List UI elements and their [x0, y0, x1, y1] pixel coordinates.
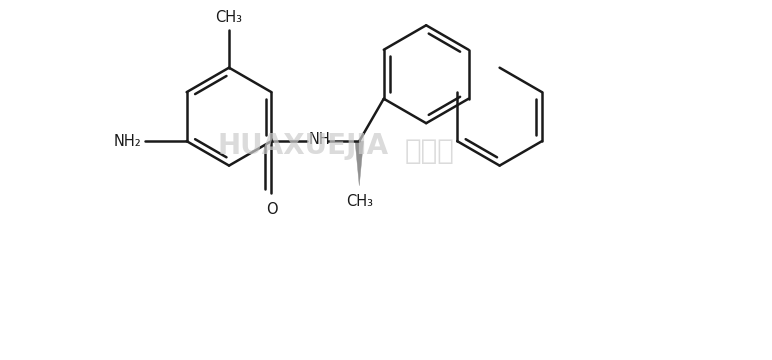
Polygon shape: [355, 141, 364, 186]
Text: O: O: [266, 202, 277, 217]
Text: CH₃: CH₃: [215, 10, 242, 25]
Text: 化学加: 化学加: [405, 137, 454, 165]
Text: HUAXUEJIA: HUAXUEJIA: [218, 132, 389, 160]
Text: CH₃: CH₃: [346, 194, 373, 209]
Text: NH₂: NH₂: [113, 134, 141, 149]
Text: NH: NH: [309, 132, 330, 147]
